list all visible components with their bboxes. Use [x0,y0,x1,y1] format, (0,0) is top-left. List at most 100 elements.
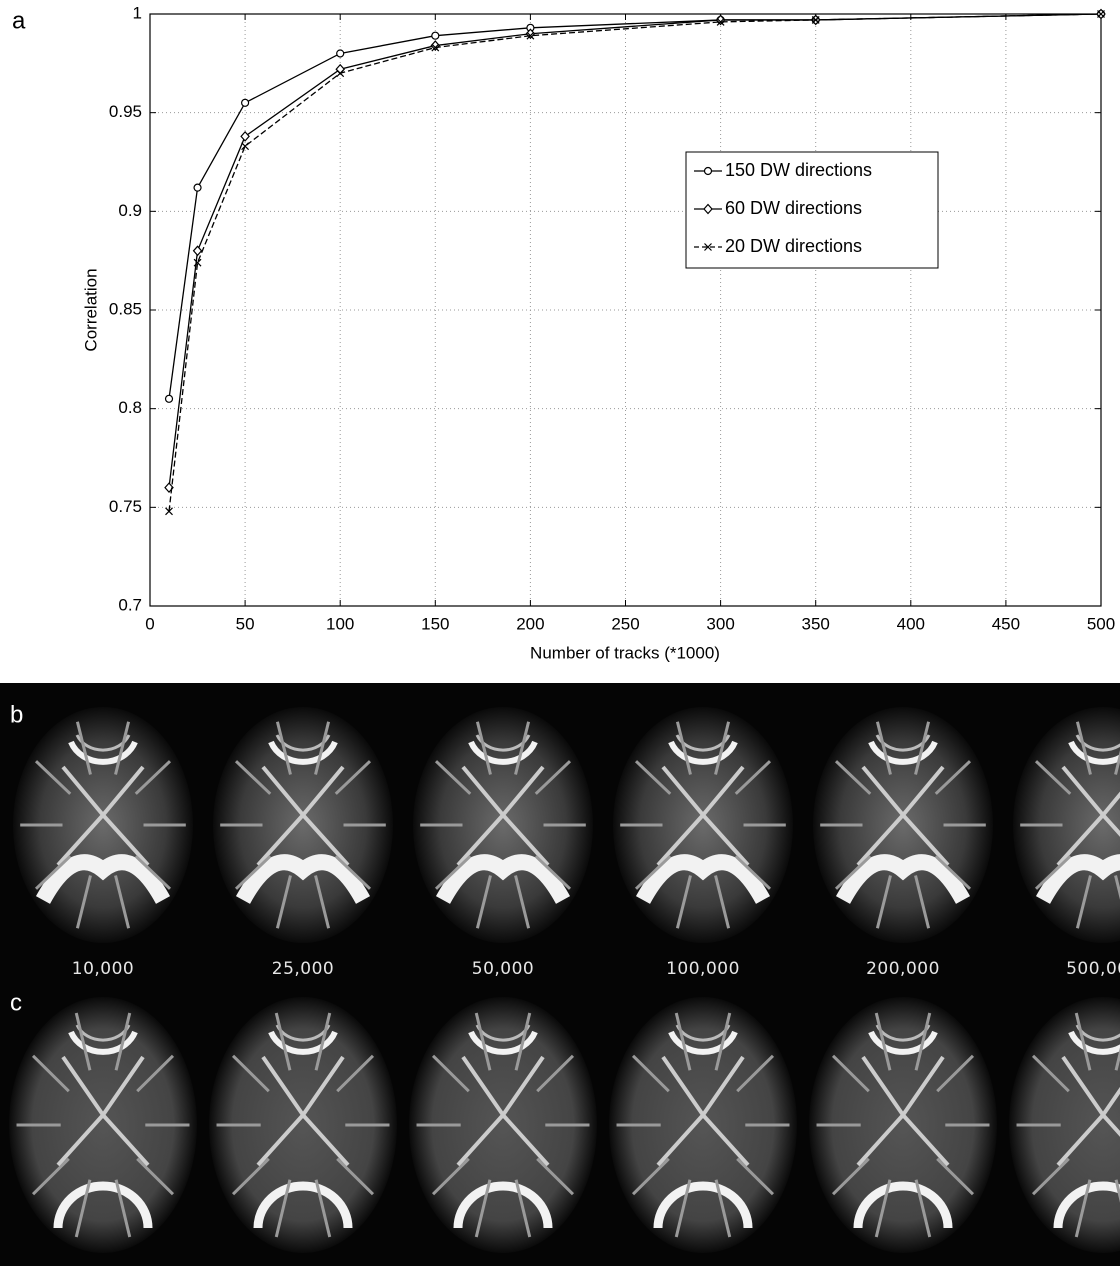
tract [56,765,150,867]
tract [714,721,731,775]
tract [656,765,750,867]
panel-label: b [10,701,23,728]
y-tick-label: 0.9 [118,201,142,220]
tract [256,765,350,867]
tract [634,760,672,795]
x-tick-label: 200 [516,614,544,633]
tract [474,1012,492,1071]
tract [336,1054,375,1093]
tract [334,855,372,890]
tract [314,1012,332,1071]
tract [536,1054,575,1093]
tract [914,721,931,775]
brain-image [413,707,593,943]
tract [114,1179,132,1238]
tract [914,1179,932,1238]
image-caption: 10,000 [72,959,134,979]
panel-label: a [12,7,26,34]
tract [1056,1055,1120,1167]
tract [875,875,892,929]
series-line [168,13,1102,488]
tract [231,1054,270,1093]
tract [234,855,272,890]
tract [736,1157,775,1196]
tract [514,1012,532,1071]
tract [631,1157,670,1196]
tract [74,1012,92,1071]
tract [314,721,331,775]
tract [456,765,550,867]
image-caption: 25,000 [272,959,334,979]
legend-box [685,151,939,269]
tract [453,1181,553,1229]
marker [703,203,713,215]
tract [275,721,292,775]
marker [336,69,345,78]
tract [114,721,131,775]
brain-image [1013,707,1120,943]
tract [631,1054,670,1093]
tract [868,740,938,765]
tract [136,1054,175,1093]
tract [53,1181,153,1229]
marker [240,130,250,142]
brain-image [1009,997,1120,1253]
tract [56,1055,150,1167]
tract [114,1012,132,1071]
brain-image [813,707,993,943]
tract [431,1157,470,1196]
x-tick-label: 50 [236,614,255,633]
tract [536,1157,575,1196]
tract [834,760,872,795]
tract [275,875,292,929]
x-tick-label: 450 [992,614,1020,633]
tract [874,1179,892,1238]
tract [714,1179,732,1238]
marker [526,31,535,40]
tract [75,721,92,775]
tract [668,1030,738,1055]
tract [474,1179,492,1238]
tract [534,855,572,890]
tract [674,1179,692,1238]
tract [1114,750,1120,775]
tract [934,855,972,890]
tract [1034,760,1072,795]
marker [192,245,203,257]
tract [34,855,72,890]
marker [193,183,202,192]
tract [431,1054,470,1093]
tract [235,854,371,904]
tract [31,1054,70,1093]
tract [34,760,72,795]
y-axis-label: Correlation [81,268,100,351]
brain-image [213,707,393,943]
tract [856,765,950,867]
y-tick-label: 0.75 [109,497,142,516]
tract [914,1012,932,1071]
tract [1068,740,1120,765]
tract [1074,1179,1092,1238]
tract [736,1054,775,1093]
tract [274,1179,292,1238]
legend-label: 150 DW directions [725,160,872,180]
x-tick-label: 0 [145,614,154,633]
tract [634,855,672,890]
tract [35,854,171,904]
tract [1074,1012,1092,1071]
marker [431,31,440,40]
x-tick-label: 250 [611,614,639,633]
tract [456,1055,550,1167]
legend-label: 60 DW directions [725,198,862,218]
marker [704,243,712,251]
marker [336,49,345,58]
series-line [168,13,1102,512]
brain-image [809,997,997,1253]
tract [31,1157,70,1196]
tract [68,1030,138,1055]
tract [635,854,771,904]
tract [136,1157,175,1196]
brain-image [409,997,597,1253]
x-axis-label: Number of tracks (*1000) [530,643,720,662]
